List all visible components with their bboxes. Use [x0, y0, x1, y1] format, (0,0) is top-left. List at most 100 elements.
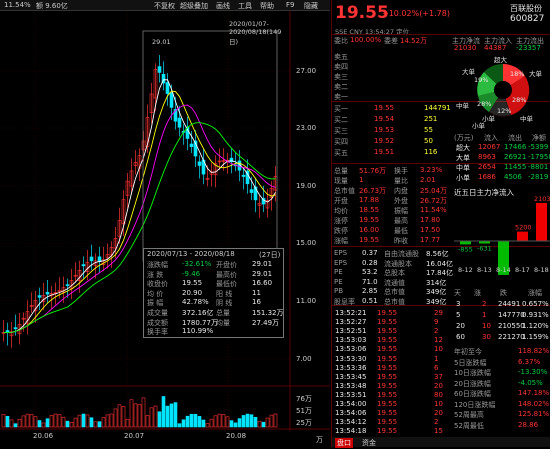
- flow-out: 17466: [504, 143, 526, 151]
- data-row: (万元)流入流出净额: [332, 133, 550, 143]
- perf-label: 年初至今: [454, 347, 482, 357]
- five-day-date: 8-13: [477, 266, 492, 274]
- flow-in: 1686: [478, 173, 496, 181]
- interval-stats-popup: 2020/07/13 - 2020/08/18 (27日) 涨跌幅-32.61%…: [143, 248, 284, 338]
- x-tick: 20.08: [226, 432, 246, 440]
- five-day-date: 8-18: [534, 266, 549, 274]
- turnover: 额 9.60亿: [36, 1, 68, 11]
- y-tick: 15.00: [296, 239, 316, 247]
- period-header: 跌: [500, 288, 507, 298]
- popup-label: 最高价: [216, 270, 237, 280]
- five-day-value: 21030: [534, 196, 550, 203]
- popup-title: 2020/07/13 - 2020/08/18: [147, 250, 235, 258]
- fund-value: 0.28: [362, 259, 378, 267]
- popup-label: 收盘价: [147, 279, 168, 289]
- ask-label: 卖五: [334, 52, 348, 62]
- period-days: 3: [456, 300, 460, 308]
- flow-header: 流入: [484, 133, 498, 143]
- popup-value: 27.49万: [252, 318, 279, 328]
- popup-label: 振 幅: [147, 298, 163, 308]
- perf-label: 120日涨跌幅: [454, 400, 495, 410]
- toolbar-item-help[interactable]: 帮助: [260, 1, 274, 11]
- fund-label: EPS: [334, 249, 347, 257]
- five-day-value: -855: [458, 245, 473, 253]
- perf-value: 6.37%: [518, 358, 540, 366]
- stat-value: 18.55: [359, 206, 379, 214]
- period-down: 24491: [498, 300, 520, 308]
- fund-value: 0.37: [362, 249, 378, 257]
- flow-name: 超大: [456, 143, 470, 153]
- stat-value: 26.73万: [359, 186, 386, 196]
- fund-value: 71.0: [362, 278, 378, 286]
- fund-label: PE: [334, 278, 343, 286]
- popup-label: 阳 线: [216, 289, 232, 299]
- flow-net: -17958: [528, 153, 550, 161]
- popup-label: 阴 线: [216, 298, 232, 308]
- popup-value: 11: [252, 289, 261, 297]
- period-up: 10: [482, 322, 491, 330]
- ask-label: 卖二: [334, 82, 348, 92]
- popup-value: 1780.77万: [182, 318, 218, 328]
- five-day-bar: [460, 241, 471, 244]
- perf-value: 148.02%: [518, 400, 549, 408]
- quote-panel: 19.55 +10.02%(+1.78) 百联股份 600827 SSE CNY…: [331, 0, 550, 447]
- popup-label: 最低价: [216, 279, 237, 289]
- fund-value: 17.84亿: [426, 268, 453, 278]
- high-marker: 29.01: [152, 38, 171, 46]
- five-day-value: 5200: [515, 224, 532, 232]
- fund-label: 流通股本: [384, 259, 412, 269]
- toolbar-item-tools[interactable]: 工具: [238, 1, 252, 11]
- toolbar-item-f9[interactable]: F9: [286, 1, 294, 9]
- toolbar-item-fuquan[interactable]: 不复权: [154, 1, 175, 11]
- period-header: 天: [454, 288, 461, 298]
- five-day-date: 8-14: [496, 266, 511, 274]
- perf-label: 20日涨跌幅: [454, 379, 491, 389]
- ask-label: 卖三: [334, 72, 348, 82]
- pie-pct: 12%: [497, 107, 511, 115]
- popup-value: 372.16亿: [182, 308, 214, 318]
- popup-value: 16.60: [252, 279, 272, 287]
- pie-pct: 28%: [477, 100, 491, 108]
- stat-value: 17.80: [420, 216, 440, 224]
- toolbar-item-draw[interactable]: 画线: [216, 1, 230, 11]
- five-day-bars: -8558-12-6318-13-85408-1452008-17210308-…: [454, 196, 550, 276]
- five-day-value: -631: [477, 245, 492, 253]
- popup-title-row: 2020/07/13 - 2020/08/18 (27日): [144, 250, 285, 260]
- data-row: 卖三: [332, 72, 452, 82]
- y-tick: 27.00: [296, 67, 316, 75]
- stock-name: 百联股份: [510, 3, 542, 14]
- pie-label: 大单: [462, 66, 475, 76]
- main-out-value: -23357: [516, 44, 541, 52]
- five-day-bar: [517, 232, 528, 241]
- bid-price: 19.55: [374, 104, 394, 112]
- kline-svg: [0, 11, 330, 447]
- toolbar-item-hide[interactable]: 隐藏: [304, 1, 318, 11]
- bottom-tabs: 盘口 资金: [332, 437, 550, 447]
- period-up: 2: [482, 300, 486, 308]
- period-pct: 0.931%: [522, 311, 549, 319]
- toolbar-item-overlay[interactable]: 超级叠加: [180, 1, 208, 11]
- stat-value: 17.50: [420, 226, 440, 234]
- flow-net: -5399: [528, 143, 548, 151]
- stat-value: 19.55: [359, 216, 379, 224]
- kline-chart[interactable]: 29.01 27.00 23.00 19.00 15.00 11.00 7.00…: [0, 11, 330, 447]
- flow-header: 净额: [532, 133, 546, 143]
- five-day-date: 8-17: [515, 266, 530, 274]
- bid-price: 19.54: [374, 115, 394, 123]
- stat-label: 振幅: [394, 206, 408, 216]
- flow-name: 小单: [456, 173, 470, 183]
- ask-label: 卖四: [334, 62, 348, 72]
- flow-out: 11455: [504, 163, 526, 171]
